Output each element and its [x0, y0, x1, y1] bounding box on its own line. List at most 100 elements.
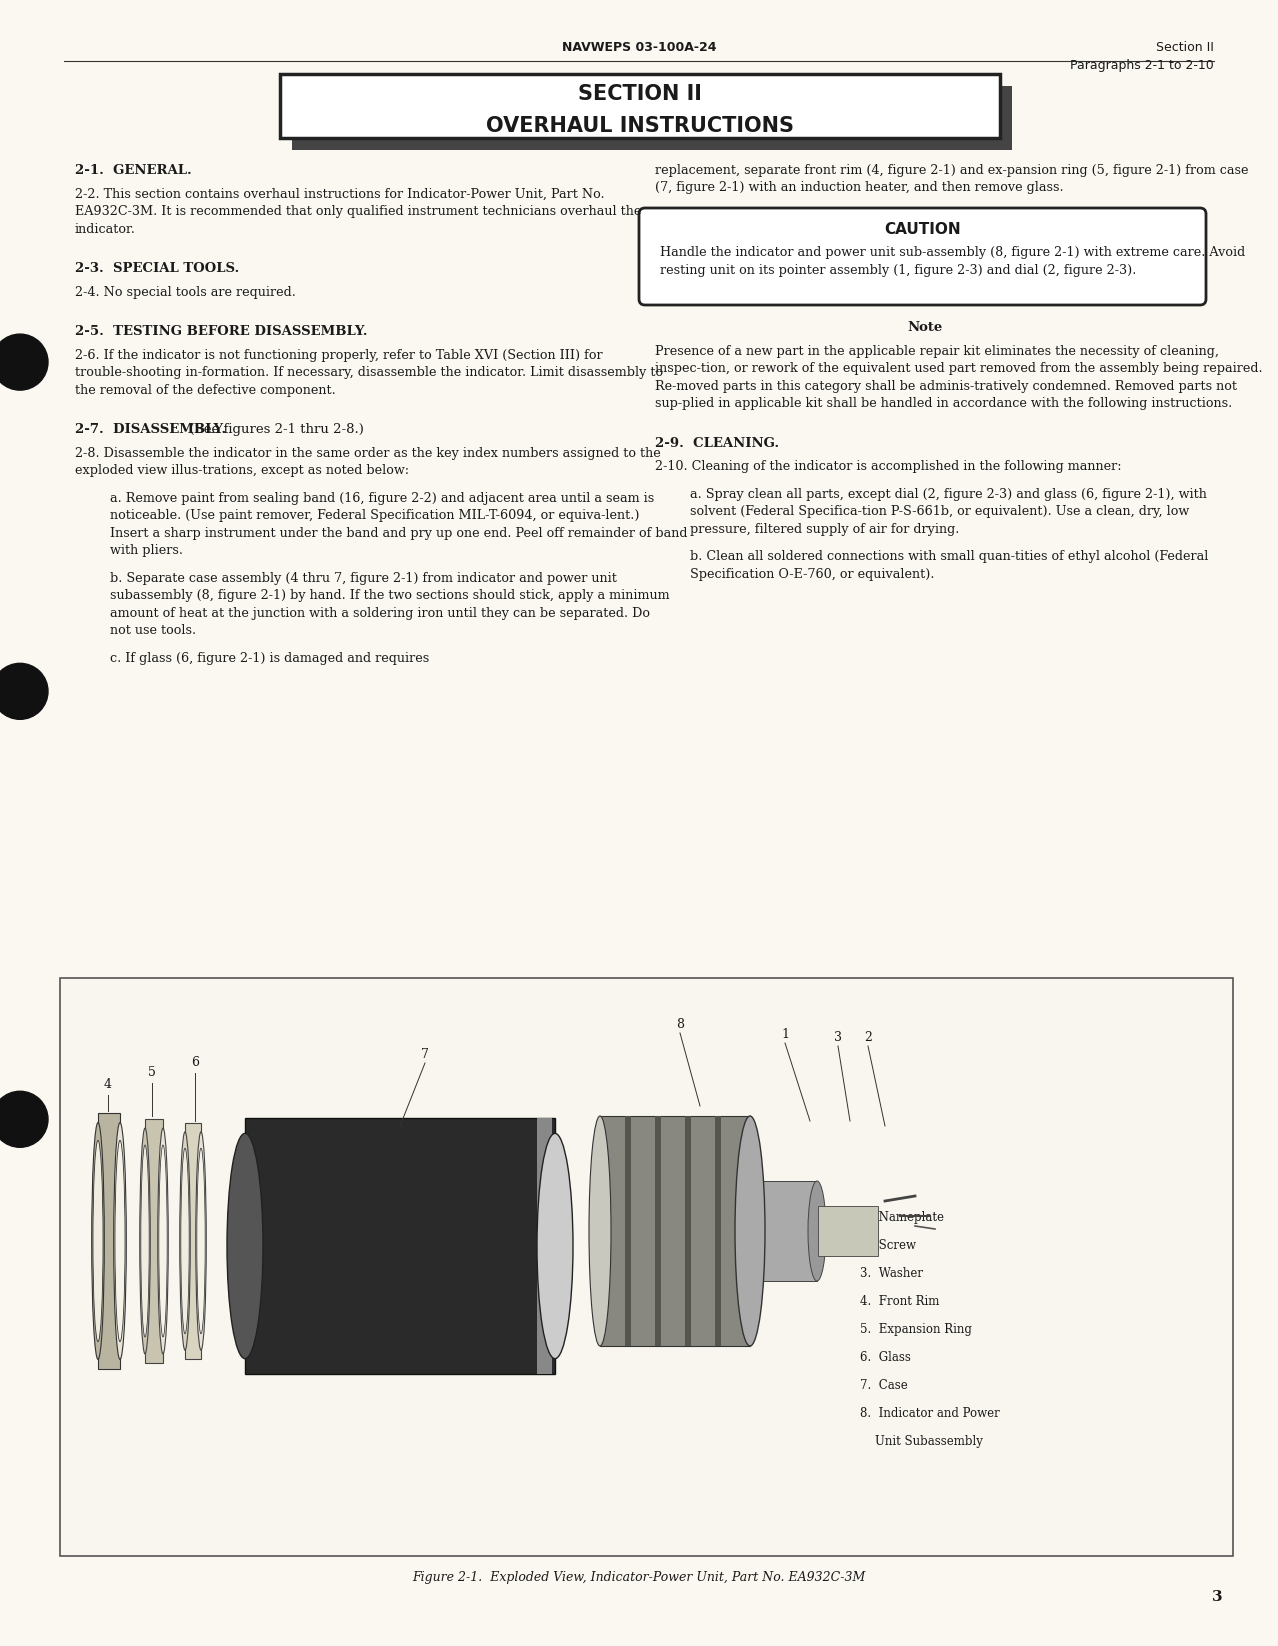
Text: solvent (Federal Specifica­tion P-S-661b, or equivalent). Use a clean, dry, low: solvent (Federal Specifica­tion P-S-661b… [690, 505, 1190, 518]
Ellipse shape [180, 1132, 190, 1350]
Text: 4.  Front Rim: 4. Front Rim [860, 1295, 939, 1309]
Ellipse shape [114, 1123, 127, 1360]
Text: 2-3.  SPECIAL TOOLS.: 2-3. SPECIAL TOOLS. [75, 262, 239, 275]
Ellipse shape [589, 1116, 611, 1346]
Text: b. Separate case assembly (4 thru 7, figure 2-1) from indicator and power unit: b. Separate case assembly (4 thru 7, fig… [110, 571, 617, 584]
Text: Insert a sharp instrument under the band and pry up one end. Peel off remainder : Insert a sharp instrument under the band… [110, 527, 688, 540]
Text: Unit Subassembly: Unit Subassembly [860, 1435, 983, 1448]
Text: b. Clean all soldered connections with small quan­tities of ethyl alcohol (Feder: b. Clean all soldered connections with s… [690, 550, 1209, 563]
Text: 8.  Indicator and Power: 8. Indicator and Power [860, 1407, 999, 1420]
Bar [185, 1123, 201, 1360]
Text: 1.  Nameplate: 1. Nameplate [860, 1211, 944, 1225]
Bar [818, 1207, 878, 1256]
Ellipse shape [157, 1128, 169, 1355]
Text: 3: 3 [835, 1030, 842, 1044]
Text: (7, figure 2-1) with an induction heater, and then remove glass.: (7, figure 2-1) with an induction heater… [656, 181, 1063, 194]
Text: Section II: Section II [1157, 41, 1214, 54]
Ellipse shape [180, 1149, 189, 1333]
Text: 2-7.  DISASSEMBLY.: 2-7. DISASSEMBLY. [75, 423, 226, 436]
Text: Handle the indicator and power unit sub­assembly (8, figure 2-1) with extreme ca: Handle the indicator and power unit sub­… [659, 245, 1245, 258]
Text: 3.  Washer: 3. Washer [860, 1267, 923, 1281]
Bar [685, 1116, 691, 1346]
Text: inspec­tion, or rework of the equivalent used part removed from the assembly bei: inspec­tion, or rework of the equivalent… [656, 362, 1263, 375]
Bar [714, 1116, 721, 1346]
Ellipse shape [141, 1146, 150, 1337]
Text: replacement, separate front rim (4, figure 2-1) and ex­pansion ring (5, figure 2: replacement, separate front rim (4, figu… [656, 165, 1249, 178]
Circle shape [0, 334, 49, 390]
Text: exploded view illus­trations, except as noted below:: exploded view illus­trations, except as … [75, 464, 409, 477]
Ellipse shape [808, 1180, 826, 1281]
Bar [280, 74, 999, 138]
Text: 5: 5 [148, 1067, 156, 1080]
Ellipse shape [92, 1123, 105, 1360]
Text: 2-4. No special tools are required.: 2-4. No special tools are required. [75, 285, 296, 298]
Text: pressure, filtered supply of air for drying.: pressure, filtered supply of air for dry… [690, 522, 960, 535]
Text: 2-2. This section contains overhaul instructions for Indicator-Power Unit, Part : 2-2. This section contains overhaul inst… [75, 188, 604, 201]
Text: indicator.: indicator. [75, 222, 135, 235]
Text: 2-8. Disassemble the indicator in the same order as the key index numbers assign: 2-8. Disassemble the indicator in the sa… [75, 446, 661, 459]
Text: OVERHAUL INSTRUCTIONS: OVERHAUL INSTRUCTIONS [486, 115, 794, 137]
Bar [599, 1116, 750, 1346]
Text: 2-1.  GENERAL.: 2-1. GENERAL. [75, 165, 192, 178]
Ellipse shape [93, 1141, 104, 1341]
Text: 2-6. If the indicator is not functioning properly, refer to Table XVI (Section I: 2-6. If the indicator is not functioning… [75, 349, 603, 362]
Text: resting unit on its pointer assembly (1, figure 2-3) and dial (2, figure 2-3).: resting unit on its pointer assembly (1,… [659, 263, 1136, 277]
Bar [98, 1113, 120, 1369]
Text: Specification O-E-760, or equivalent).: Specification O-E-760, or equivalent). [690, 568, 934, 581]
Text: trouble-shooting in­formation. If necessary, disassemble the indicator. Limit di: trouble-shooting in­formation. If necess… [75, 365, 663, 379]
Text: Re­moved parts in this category shall be adminis­tratively condemned. Removed pa: Re­moved parts in this category shall be… [656, 380, 1237, 392]
Text: 5.  Expansion Ring: 5. Expansion Ring [860, 1323, 971, 1337]
Bar [762, 1180, 817, 1281]
Bar [245, 1118, 555, 1374]
Text: Figure 2-1.  Exploded View, Indicator-Power Unit, Part No. EA932C-3M: Figure 2-1. Exploded View, Indicator-Pow… [413, 1570, 865, 1583]
Text: with pliers.: with pliers. [110, 543, 183, 556]
Bar [656, 1116, 661, 1346]
Ellipse shape [197, 1149, 206, 1333]
Text: a. Spray clean all parts, except dial (2, figure 2-3) and glass (6, figure 2-1),: a. Spray clean all parts, except dial (2… [690, 487, 1206, 500]
Text: 2-5.  TESTING BEFORE DISASSEMBLY.: 2-5. TESTING BEFORE DISASSEMBLY. [75, 324, 368, 337]
Text: NAVWEPS 03-100A-24: NAVWEPS 03-100A-24 [562, 41, 716, 54]
Text: sup­plied in applicable kit shall be handled in accordance with the following in: sup­plied in applicable kit shall be han… [656, 397, 1232, 410]
Text: 3: 3 [1213, 1590, 1223, 1603]
Ellipse shape [139, 1128, 151, 1355]
Text: Note: Note [907, 321, 943, 334]
Text: 2.  Screw: 2. Screw [860, 1239, 916, 1253]
Text: 7.  Case: 7. Case [860, 1379, 907, 1393]
Text: 2: 2 [864, 1030, 872, 1044]
Text: c. If glass (6, figure 2-1) is damaged and requires: c. If glass (6, figure 2-1) is damaged a… [110, 652, 429, 665]
Text: 6: 6 [190, 1057, 199, 1068]
Bar [60, 978, 1233, 1555]
Text: 6.  Glass: 6. Glass [860, 1351, 911, 1365]
Text: EA932C-3M. It is recommended that only qualified instrument technicians overhaul: EA932C-3M. It is recommended that only q… [75, 206, 642, 217]
Text: the removal of the defective component.: the removal of the defective component. [75, 384, 336, 397]
Ellipse shape [115, 1141, 125, 1341]
Text: CAUTION: CAUTION [884, 222, 961, 237]
Ellipse shape [227, 1134, 263, 1358]
Bar [144, 1119, 164, 1363]
Text: subassembly (8, figure 2-1) by hand. If the two sections should stick, apply a m: subassembly (8, figure 2-1) by hand. If … [110, 589, 670, 602]
Text: amount of heat at the junction with a soldering iron until they can be separated: amount of heat at the junction with a so… [110, 606, 651, 619]
Circle shape [0, 663, 49, 719]
Text: (See figures 2-1 thru 2-8.): (See figures 2-1 thru 2-8.) [181, 423, 364, 436]
FancyBboxPatch shape [639, 207, 1206, 305]
Bar [537, 1118, 552, 1374]
Ellipse shape [735, 1116, 766, 1346]
Bar [625, 1116, 631, 1346]
Text: Presence of a new part in the applicable repair kit eliminates the necessity of : Presence of a new part in the applicable… [656, 344, 1219, 357]
Text: 2-10. Cleaning of the indicator is accomplished in the following manner:: 2-10. Cleaning of the indicator is accom… [656, 459, 1122, 472]
Text: 1: 1 [781, 1029, 789, 1040]
Text: a. Remove paint from sealing band (16, figure 2-2) and adjacent area until a sea: a. Remove paint from sealing band (16, f… [110, 492, 654, 505]
Ellipse shape [196, 1132, 206, 1350]
Text: 2-9.  CLEANING.: 2-9. CLEANING. [656, 436, 780, 449]
Text: Paragraphs 2-1 to 2-10: Paragraphs 2-1 to 2-10 [1071, 59, 1214, 72]
Text: noticeable. (Use paint remover, Federal Specification MIL-T-6094, or equiva­lent: noticeable. (Use paint remover, Federal … [110, 509, 639, 522]
Ellipse shape [537, 1134, 573, 1358]
Text: not use tools.: not use tools. [110, 624, 196, 637]
Text: 7: 7 [420, 1049, 429, 1062]
Text: SECTION II: SECTION II [578, 84, 702, 104]
Text: 8: 8 [676, 1017, 684, 1030]
Ellipse shape [158, 1146, 167, 1337]
Circle shape [0, 1091, 49, 1147]
Text: 4: 4 [104, 1078, 112, 1091]
Bar [291, 86, 1012, 150]
